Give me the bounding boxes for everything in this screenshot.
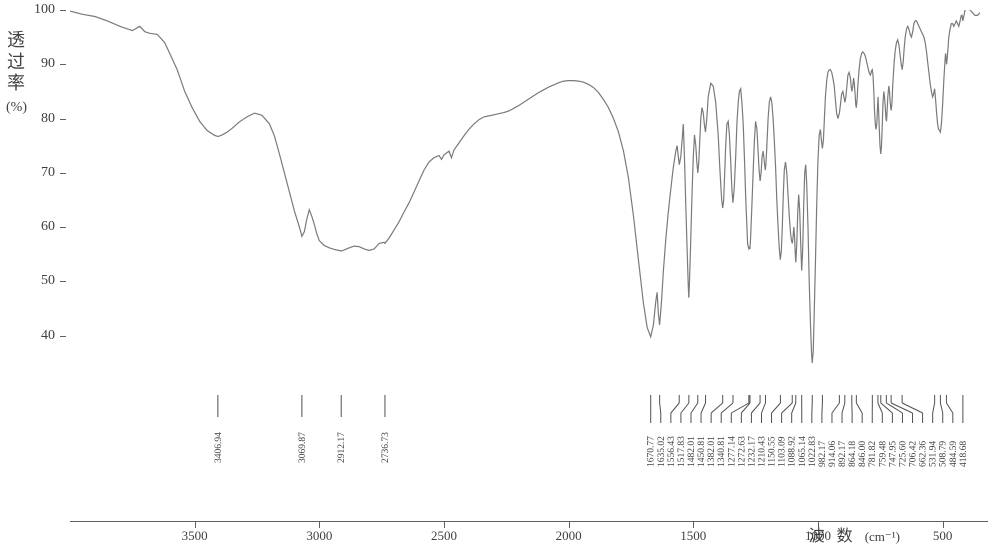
x-tick-label: 3500 xyxy=(182,528,208,544)
peak-connector xyxy=(842,403,845,413)
y-tick-mark xyxy=(60,227,66,228)
peak-connector xyxy=(671,403,679,413)
peak-connector xyxy=(933,403,935,413)
peak-label: 982.17 xyxy=(818,441,828,467)
y-tick-label: 50 xyxy=(41,273,55,289)
peak-label: 662.36 xyxy=(919,441,929,467)
x-tick-mark xyxy=(818,522,819,528)
peak-connector xyxy=(721,403,733,413)
x-tick-mark xyxy=(693,522,694,528)
x-tick-mark xyxy=(195,522,196,528)
peak-connector xyxy=(946,403,952,413)
x-tick-label: 2500 xyxy=(431,528,457,544)
peak-connector xyxy=(761,403,765,413)
peak-annotation-layer: 3406.94 3069.87 2912.17 2736.73 1670.771635.… xyxy=(70,395,980,515)
peak-connector xyxy=(660,403,661,413)
y-tick-mark xyxy=(60,64,66,65)
spectrum-svg xyxy=(70,10,980,390)
x-tick-label: 1500 xyxy=(680,528,706,544)
peak-label: 1022.83 xyxy=(808,436,818,467)
ir-spectrum-chart: 透过率 (%) 405060708090100 3406.943069.8729… xyxy=(0,0,1000,556)
peak-label: 3069.87 xyxy=(298,432,308,463)
peak-connector xyxy=(751,403,760,413)
y-tick-label: 90 xyxy=(41,56,55,72)
peak-label: 759.48 xyxy=(878,441,888,467)
peak-label: 1103.09 xyxy=(778,436,788,467)
peak-label: 2736.73 xyxy=(381,432,391,463)
peak-label: 1088.92 xyxy=(788,436,798,467)
y-tick-label: 100 xyxy=(34,2,55,18)
y-tick-mark xyxy=(60,336,66,337)
peak-label: 1065.14 xyxy=(798,436,808,467)
peak-label: 846.00 xyxy=(858,441,868,467)
y-tick-label: 80 xyxy=(41,111,55,127)
y-axis-ticks: 405060708090100 xyxy=(0,10,70,390)
peak-label: 1382.01 xyxy=(707,436,717,467)
x-tick-label: 1000 xyxy=(805,528,831,544)
y-tick-mark xyxy=(60,119,66,120)
peak-connector xyxy=(792,403,796,413)
peak-label: 892.17 xyxy=(838,441,848,467)
y-tick-mark xyxy=(60,10,66,11)
peak-label: 3406.94 xyxy=(214,432,224,463)
peak-connector xyxy=(782,403,793,413)
plot-area xyxy=(70,10,980,390)
peak-connector xyxy=(881,403,893,413)
peak-label: 1635.02 xyxy=(657,436,667,467)
peak-label: 1556.43 xyxy=(667,436,677,467)
peak-label: 1482.01 xyxy=(687,436,697,467)
peak-label: 781.82 xyxy=(868,441,878,467)
peak-connector xyxy=(691,403,698,413)
y-tick-label: 60 xyxy=(41,219,55,235)
peak-label: 418.68 xyxy=(959,441,969,467)
peak-connector xyxy=(681,403,689,413)
peak-label: 1210.43 xyxy=(757,436,767,467)
x-tick-mark xyxy=(569,522,570,528)
peak-label: 914.06 xyxy=(828,441,838,467)
peak-connector xyxy=(772,403,781,413)
x-tick-mark xyxy=(319,522,320,528)
peak-label: 1340.81 xyxy=(717,436,727,467)
peak-label: 1277.14 xyxy=(727,436,737,467)
x-tick-label: 500 xyxy=(933,528,953,544)
peak-label: 508.79 xyxy=(939,441,949,467)
peak-label: 1272.63 xyxy=(737,436,747,467)
peak-label: 864.18 xyxy=(848,441,858,467)
peak-connector xyxy=(940,403,942,413)
peak-label: 2912.17 xyxy=(337,432,347,463)
y-tick-mark xyxy=(60,281,66,282)
peak-label: 1150.55 xyxy=(768,436,778,467)
peak-connector xyxy=(711,403,723,413)
x-tick-label: 2000 xyxy=(556,528,582,544)
peak-label: 706.42 xyxy=(909,441,919,467)
peak-label: 1450.81 xyxy=(697,436,707,467)
peak-label: 484.59 xyxy=(949,441,959,467)
spectrum-trace xyxy=(70,10,980,363)
x-tick-mark xyxy=(943,522,944,528)
y-tick-label: 70 xyxy=(41,165,55,181)
y-tick-label: 40 xyxy=(41,328,55,344)
peak-label: 725.60 xyxy=(898,441,908,467)
peak-label: 747.95 xyxy=(888,441,898,467)
peak-connector xyxy=(878,403,882,413)
peak-label: 1232.17 xyxy=(747,436,757,467)
peak-label: 1517.83 xyxy=(677,436,687,467)
peak-connector xyxy=(832,403,839,413)
xlabel-unit: (cm⁻¹) xyxy=(865,529,900,544)
peak-connector xyxy=(902,403,922,413)
x-tick-label: 3000 xyxy=(306,528,332,544)
y-tick-mark xyxy=(60,173,66,174)
peak-label: 531.94 xyxy=(929,441,939,467)
x-tick-mark xyxy=(444,522,445,528)
peak-connector xyxy=(701,403,705,413)
peak-connector xyxy=(856,403,862,413)
peak-label: 1670.77 xyxy=(647,436,657,467)
